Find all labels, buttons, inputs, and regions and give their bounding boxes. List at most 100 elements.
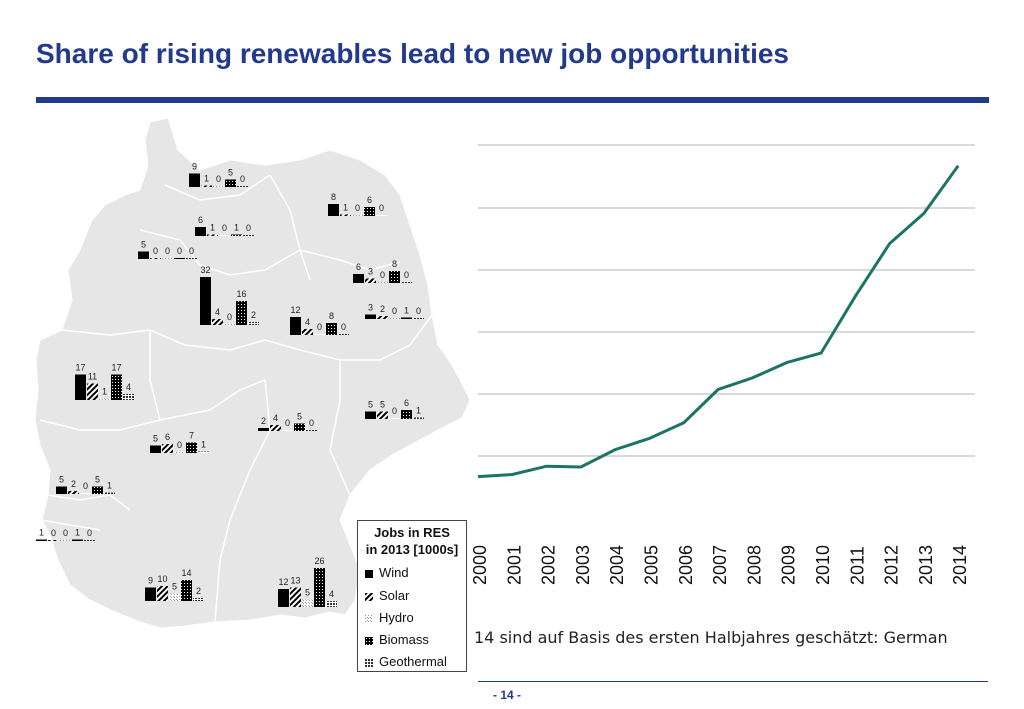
geothermal-swatch-icon: [365, 658, 373, 667]
gridlines: [478, 144, 975, 457]
bar-value-label: 3: [368, 303, 373, 313]
bar-value-label: 8: [329, 311, 334, 321]
bar-value-label: 10: [157, 574, 167, 584]
bar-value-label: 32: [200, 265, 210, 275]
bar-biomass: [72, 539, 83, 541]
bar-wind: [138, 251, 149, 259]
bar-solar: [201, 185, 212, 187]
bar-solar: [377, 316, 388, 319]
legend-label: Biomass: [379, 632, 429, 647]
bar-hydro: [314, 334, 325, 335]
legend-label: Solar: [379, 588, 410, 603]
x-tick-label: 2011: [847, 546, 867, 585]
bar-value-label: 1: [343, 203, 348, 213]
solar-swatch-icon: [365, 592, 373, 601]
bar-value-label: 12: [278, 577, 288, 587]
bar-wind: [365, 411, 376, 419]
bar-value-label: 5: [297, 412, 302, 422]
x-tick-label: 2004: [607, 545, 627, 585]
bar-value-label: 2: [261, 416, 266, 426]
bar-value-label: 0: [341, 322, 346, 332]
legend-item-hydro: Hydro: [365, 610, 414, 626]
bar-wind: [150, 445, 161, 453]
bar-hydro: [282, 430, 293, 431]
bar-wind: [365, 314, 376, 319]
bar-value-label: 14: [181, 568, 191, 578]
bar-hydro: [60, 540, 71, 541]
legend-label: Geothermal: [379, 654, 447, 669]
bar-geothermal: [104, 492, 115, 494]
bar-hydro: [377, 282, 388, 283]
footnote-text: 14 sind auf Basis des ersten Halbjahres …: [474, 628, 948, 647]
bar-hydro: [389, 418, 400, 419]
bar-value-label: 0: [246, 223, 251, 233]
bar-solar: [68, 491, 79, 494]
bar-biomass: [174, 258, 185, 259]
bar-hydro: [99, 398, 110, 400]
bar-value-label: 5: [228, 168, 233, 178]
bar-value-label: 0: [380, 270, 385, 280]
bar-value-label: 5: [95, 475, 100, 485]
bar-value-label: 6: [367, 195, 372, 205]
bar-geothermal: [193, 598, 204, 601]
bar-hydro: [389, 318, 400, 319]
bar-value-label: 17: [111, 363, 121, 373]
bar-wind: [56, 486, 67, 494]
bar-hydro: [302, 599, 313, 607]
bar-value-label: 2: [380, 304, 385, 314]
bar-geothermal: [243, 235, 254, 236]
bar-biomass: [314, 568, 325, 607]
bar-value-label: 3: [368, 267, 373, 277]
bar-solar: [207, 234, 218, 236]
hydro-swatch-icon: [365, 614, 373, 623]
bar-biomass: [236, 301, 247, 325]
series-line: [477, 164, 960, 479]
state-borders: [39, 174, 433, 623]
bar-hydro: [80, 493, 91, 494]
wind-swatch-icon: [365, 569, 373, 578]
bar-geothermal: [84, 540, 95, 541]
bar-geothermal: [198, 451, 209, 453]
bar-biomass: [389, 271, 400, 283]
bar-value-label: 0: [153, 246, 158, 256]
bar-value-label: 5: [368, 400, 373, 410]
x-tick-label: 2012: [882, 545, 902, 585]
legend-label: Wind: [379, 565, 409, 580]
bar-geothermal: [123, 394, 134, 400]
bar-value-label: 4: [273, 413, 278, 423]
x-tick-label: 2000: [470, 545, 490, 585]
bar-hydro: [219, 235, 230, 236]
bar-value-label: 0: [240, 174, 245, 184]
legend: Jobs in RES in 2013 [1000s] Wind Solar H…: [357, 520, 467, 672]
bar-geothermal: [248, 322, 259, 325]
bar-hydro: [162, 258, 173, 259]
x-tick-label: 2009: [779, 545, 799, 585]
bar-value-label: 9: [148, 576, 153, 586]
bar-value-label: 1: [75, 528, 80, 538]
bar-value-label: 0: [51, 528, 56, 538]
bar-value-label: 0: [216, 174, 221, 184]
bar-hydro: [224, 324, 235, 325]
bar-value-label: 0: [83, 481, 88, 491]
bar-solar: [340, 214, 351, 216]
bar-value-label: 0: [355, 203, 360, 213]
bar-geothermal: [413, 417, 424, 419]
bar-value-label: 12: [290, 305, 300, 315]
bar-value-label: 7: [189, 431, 194, 441]
bar-solar: [157, 586, 168, 601]
bar-geothermal: [306, 430, 317, 431]
legend-label: Hydro: [379, 610, 414, 625]
bar-value-label: 6: [356, 262, 361, 272]
bar-value-label: 0: [392, 406, 397, 416]
bar-value-label: 4: [215, 307, 220, 317]
page-number: - 14 -: [493, 688, 522, 702]
bar-value-label: 1: [201, 440, 206, 450]
bar-solar: [270, 425, 281, 431]
bar-solar: [48, 540, 59, 541]
title-rule: [36, 97, 989, 103]
bar-solar: [150, 258, 161, 259]
legend-item-geothermal: Geothermal: [365, 654, 447, 670]
bar-solar: [377, 411, 388, 419]
bar-geothermal: [413, 318, 424, 319]
